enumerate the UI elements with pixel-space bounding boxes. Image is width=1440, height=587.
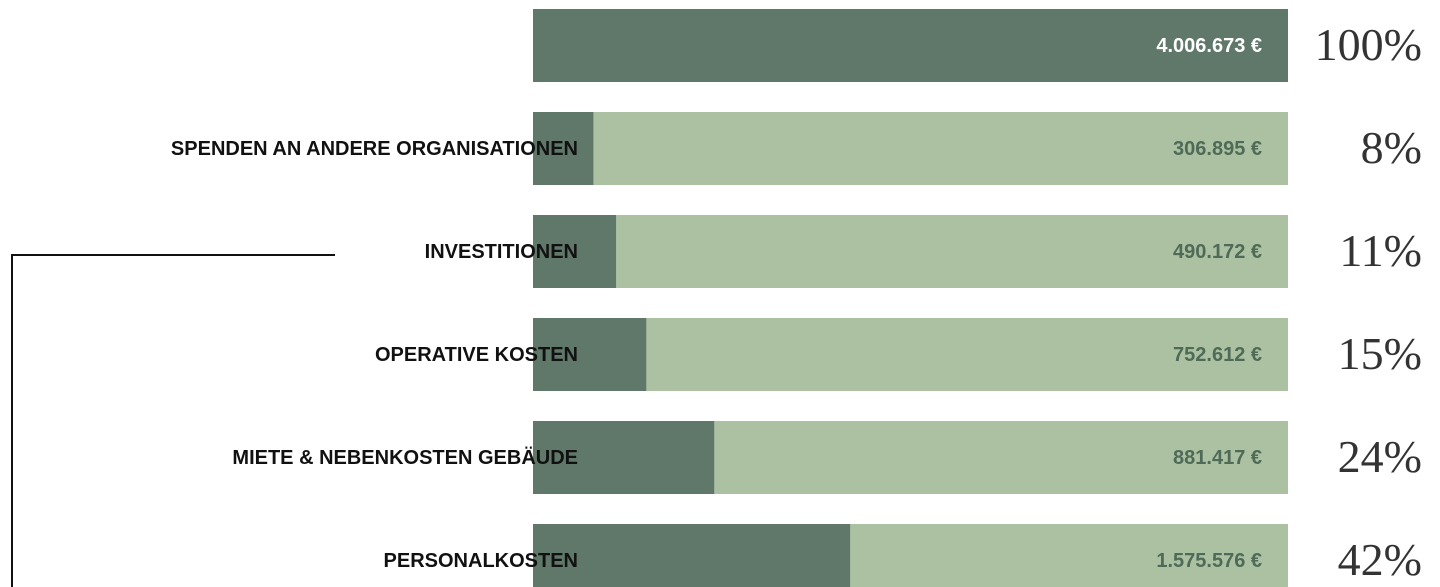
value-label: 752.612 € xyxy=(1173,344,1262,366)
category-label: PERSONALKOSTEN xyxy=(384,550,578,572)
bracket-line xyxy=(12,255,335,587)
share-label: 42% xyxy=(1338,534,1422,585)
share-label: 8% xyxy=(1361,122,1422,173)
share-label: 100% xyxy=(1315,19,1422,70)
value-label: 881.417 € xyxy=(1173,447,1262,469)
value-label: 490.172 € xyxy=(1173,241,1262,263)
share-label: 11% xyxy=(1339,225,1422,276)
category-label: OPERATIVE KOSTEN xyxy=(375,344,578,366)
chart: 4.006.673 € 100% SPENDEN AN ANDERE ORGANIS… xyxy=(0,0,1440,587)
category-label: INVESTITIONEN xyxy=(425,241,578,263)
share-label: 24% xyxy=(1338,431,1422,482)
bar xyxy=(533,524,850,587)
share-label: 15% xyxy=(1338,328,1422,379)
category-label: SPENDEN AN ANDERE ORGANISATIONEN xyxy=(171,138,578,160)
value-label: 1.575.576 € xyxy=(1156,550,1262,572)
page: 4.006.673 € 100% SPENDEN AN ANDERE ORGANIS… xyxy=(0,0,1440,587)
category-label: MIETE & NEBENKOSTEN GEBÄUDE xyxy=(232,446,578,469)
value-label: 4.006.673 € xyxy=(1156,35,1262,57)
value-label: 306.895 € xyxy=(1173,138,1262,160)
